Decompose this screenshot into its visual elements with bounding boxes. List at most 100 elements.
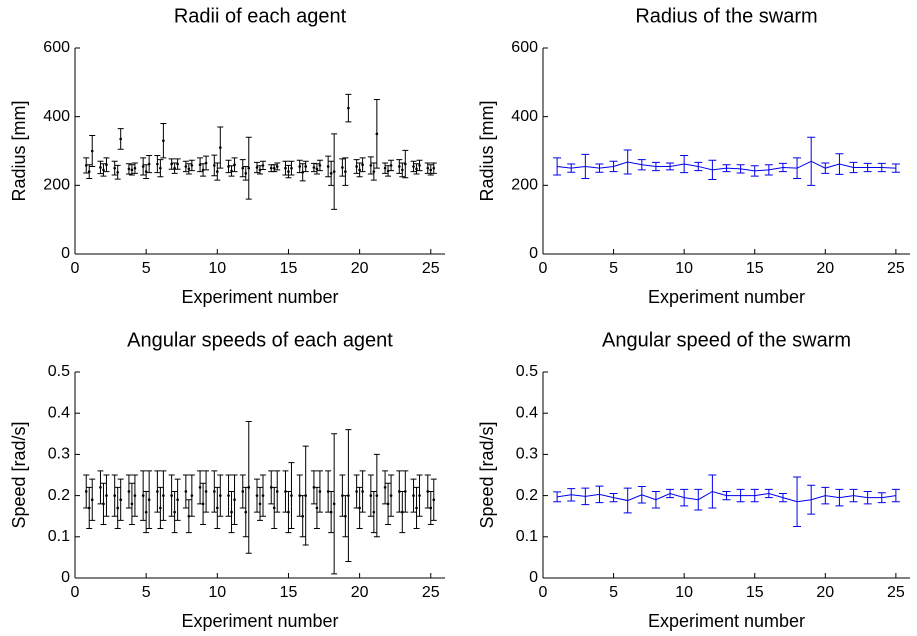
point — [204, 490, 208, 493]
point — [162, 494, 165, 497]
point — [105, 163, 108, 167]
x-tick-label: 5 — [142, 584, 151, 601]
y-tick-label: 0.2 — [48, 487, 70, 504]
point — [261, 164, 265, 167]
point — [389, 494, 393, 497]
point — [412, 165, 415, 168]
point — [190, 164, 194, 167]
point — [329, 510, 333, 514]
point — [361, 490, 364, 493]
x-tick-label: 15 — [280, 584, 298, 601]
point — [358, 168, 361, 172]
error-bar — [722, 490, 731, 501]
error-bar — [553, 157, 562, 176]
error-bar — [793, 476, 802, 527]
point — [389, 164, 393, 167]
point — [90, 498, 94, 502]
error-bar — [835, 488, 844, 507]
point — [369, 164, 373, 167]
point — [290, 494, 293, 497]
point — [156, 162, 159, 166]
point — [347, 494, 350, 497]
point — [332, 502, 336, 506]
point — [87, 506, 91, 510]
y-tick-label: 400 — [43, 108, 70, 125]
error-bar — [567, 163, 576, 173]
y-axis-label: Speed [rad/s] — [9, 421, 29, 528]
point — [404, 490, 407, 493]
x-axis-label: Experiment number — [181, 611, 338, 631]
error-bar — [736, 164, 745, 174]
error-bar — [666, 162, 675, 171]
point — [87, 170, 91, 173]
x-tick-label: 20 — [816, 260, 834, 277]
error-bar — [708, 474, 717, 509]
point — [272, 166, 276, 170]
point — [244, 510, 248, 514]
y-tick-label: 200 — [43, 177, 70, 194]
chart-title: Radius of the swarm — [635, 5, 817, 27]
point — [429, 506, 433, 510]
x-axis-label: Experiment number — [648, 611, 805, 631]
subplot: 0 0.1 0.2 0.3 0.4 0.5 0 5 10 15 20 25 Angular speeds… — [9, 329, 445, 631]
point — [326, 165, 330, 168]
point — [255, 494, 259, 497]
point — [133, 494, 137, 497]
x-tick-label: 10 — [675, 584, 693, 601]
error-bar — [764, 488, 773, 499]
point — [432, 498, 436, 502]
point — [241, 166, 245, 170]
point — [290, 166, 293, 170]
point — [147, 162, 151, 166]
error-bar — [651, 490, 660, 509]
point — [301, 514, 304, 518]
point — [144, 510, 148, 514]
point — [355, 165, 358, 168]
point — [255, 166, 259, 169]
point — [432, 166, 436, 170]
error-bar — [877, 162, 886, 173]
point — [275, 165, 279, 168]
error-bar — [835, 153, 844, 175]
x-tick-label: 25 — [422, 260, 440, 277]
point — [272, 506, 276, 510]
point — [341, 166, 344, 169]
point — [184, 490, 188, 493]
chart-title: Angular speed of the swarm — [602, 329, 851, 351]
point — [415, 506, 418, 510]
point — [230, 510, 233, 514]
point — [275, 490, 279, 493]
error-bar — [722, 164, 731, 173]
x-tick-label: 0 — [539, 584, 548, 601]
point — [375, 494, 379, 497]
point — [372, 510, 376, 514]
point — [102, 168, 105, 172]
x-tick-label: 20 — [351, 260, 369, 277]
error-bar — [567, 488, 576, 502]
point — [99, 486, 102, 489]
error-bar — [623, 149, 632, 175]
chart-title: Radii of each agent — [174, 5, 347, 27]
point — [312, 166, 316, 169]
point — [401, 168, 404, 172]
y-tick-label: 0.1 — [48, 528, 70, 545]
point — [247, 166, 251, 170]
x-tick-label: 15 — [746, 584, 764, 601]
point — [176, 498, 179, 502]
x-tick-label: 10 — [208, 584, 226, 601]
point — [347, 106, 350, 110]
point — [261, 494, 265, 497]
point — [216, 170, 219, 173]
point — [141, 165, 145, 168]
point — [213, 490, 216, 493]
point — [258, 502, 262, 506]
x-tick-label: 5 — [609, 260, 618, 277]
point — [119, 498, 122, 502]
y-axis-label: Speed [rad/s] — [477, 421, 497, 528]
point — [127, 167, 131, 171]
x-tick-label: 0 — [539, 260, 548, 277]
point — [398, 165, 401, 168]
error-bar — [595, 485, 604, 504]
point — [247, 486, 251, 489]
